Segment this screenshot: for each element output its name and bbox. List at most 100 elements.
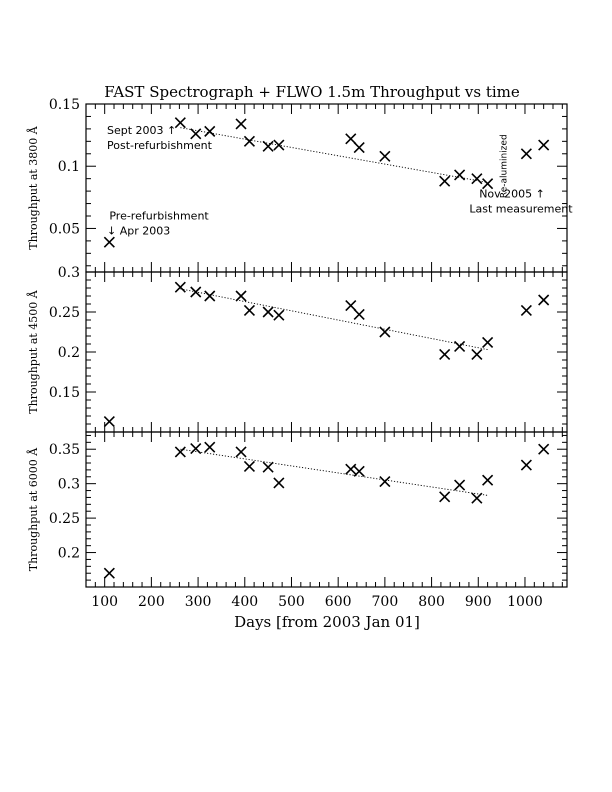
data-point xyxy=(439,348,451,360)
data-point-stroke xyxy=(471,348,483,360)
data-point-stroke xyxy=(482,474,494,486)
data-point xyxy=(520,304,532,316)
data-point xyxy=(262,140,274,152)
data-point xyxy=(273,477,285,489)
chart-title: FAST Spectrograph + FLWO 1.5m Throughput… xyxy=(104,83,520,101)
data-point xyxy=(454,169,466,181)
data-point-stroke xyxy=(190,442,202,455)
data-point-stroke xyxy=(190,128,202,140)
data-point xyxy=(454,479,466,491)
data-point xyxy=(353,141,365,154)
panels-group: 0.05 0.1 0.15 Throughput at 3800 Å Sept 2003… xyxy=(26,97,573,610)
data-point-stroke xyxy=(174,281,186,293)
x-tick-label: 400 xyxy=(231,594,258,610)
annotation-text: Nov 2005 ↑ xyxy=(479,187,545,200)
data-point-stroke xyxy=(103,236,115,248)
data-point xyxy=(190,128,202,140)
x-tick-label: 1000 xyxy=(507,594,543,610)
data-point-stroke xyxy=(538,139,550,151)
data-point xyxy=(103,236,115,248)
data-point-stroke xyxy=(204,125,216,137)
data-point-stroke xyxy=(471,173,483,185)
x-tick-label: 300 xyxy=(185,594,212,610)
annotation-text: Post-refurbishment xyxy=(107,139,213,152)
data-point xyxy=(345,133,357,145)
x-tick-label: 100 xyxy=(91,594,118,610)
data-point xyxy=(520,459,532,471)
y-tick-label: 0.05 xyxy=(49,221,80,237)
data-point xyxy=(243,135,256,147)
data-point-stroke xyxy=(538,443,550,455)
y-tick-label: 0.3 xyxy=(58,265,80,281)
data-point-stroke xyxy=(243,135,256,147)
data-point xyxy=(243,460,256,473)
data-point-stroke xyxy=(471,492,483,504)
data-point xyxy=(471,348,483,360)
data-point xyxy=(379,476,391,488)
panel-frame xyxy=(85,271,568,433)
data-point-stroke xyxy=(204,441,216,453)
data-point xyxy=(262,306,274,318)
annotation-text: Last measurement xyxy=(469,202,573,215)
data-point-stroke xyxy=(482,336,494,348)
data-point-stroke xyxy=(243,304,256,316)
panel-1: 0.05 0.1 0.15 Throughput at 3800 Å Sept 2003… xyxy=(26,97,573,273)
data-point-stroke xyxy=(174,446,186,458)
data-point-stroke xyxy=(345,463,357,475)
data-point xyxy=(273,139,285,151)
y-tick-label: 0.35 xyxy=(49,442,80,458)
data-point xyxy=(174,446,186,458)
data-point xyxy=(235,118,247,130)
data-point xyxy=(235,446,247,458)
data-point-stroke xyxy=(353,141,365,154)
data-point-stroke xyxy=(174,117,186,129)
annotation-text: Re-aluminized xyxy=(499,134,509,198)
panel-3: 0.2 0.25 0.3 0.35 Throughput at 6000 Å xyxy=(26,431,568,588)
data-point-stroke xyxy=(520,304,532,316)
panel-2: 0.15 0.2 0.25 0.3 Throughput at 4500 Å xyxy=(26,265,568,433)
y-tick-label: 0.15 xyxy=(49,97,80,113)
data-point-stroke xyxy=(482,178,494,190)
data-point xyxy=(482,178,494,190)
data-point xyxy=(204,441,216,453)
data-point xyxy=(174,281,186,293)
data-point xyxy=(103,567,115,579)
data-point-stroke xyxy=(439,348,451,360)
x-tick-label: 500 xyxy=(278,594,305,610)
data-point xyxy=(538,139,550,151)
data-point xyxy=(204,125,216,137)
data-point-stroke xyxy=(190,286,202,298)
data-point-stroke xyxy=(520,459,532,471)
data-point-stroke xyxy=(454,340,466,352)
data-point xyxy=(520,148,532,160)
data-point xyxy=(538,294,550,306)
y-tick-label: 0.25 xyxy=(49,511,80,527)
annotation-text: ↓ Apr 2003 xyxy=(107,225,170,238)
trend-line xyxy=(180,288,488,351)
y-axis-label: Throughput at 4500 Å xyxy=(26,289,40,414)
annotation-text: Sept 2003 ↑ xyxy=(107,124,176,137)
y-tick-label: 0.3 xyxy=(58,477,80,493)
data-point xyxy=(262,461,274,473)
y-tick-label: 0.25 xyxy=(49,305,80,321)
data-point-stroke xyxy=(439,175,451,187)
data-point-stroke xyxy=(439,491,451,503)
data-point xyxy=(471,173,483,185)
data-point-stroke xyxy=(454,169,466,181)
data-point xyxy=(273,309,285,321)
data-point-stroke xyxy=(345,133,357,145)
data-point xyxy=(482,474,494,486)
data-point-stroke xyxy=(235,446,247,458)
x-tick-label: 800 xyxy=(418,594,445,610)
data-point xyxy=(439,175,451,187)
panel-frame xyxy=(85,431,568,588)
data-point-stroke xyxy=(103,567,115,579)
data-point-stroke xyxy=(379,150,391,162)
data-point xyxy=(243,304,256,316)
data-point xyxy=(439,491,451,503)
data-point-stroke xyxy=(235,118,247,130)
data-point-stroke xyxy=(235,290,247,302)
data-point-stroke xyxy=(379,476,391,488)
annotation-text: Pre-refurbishment xyxy=(109,210,209,223)
